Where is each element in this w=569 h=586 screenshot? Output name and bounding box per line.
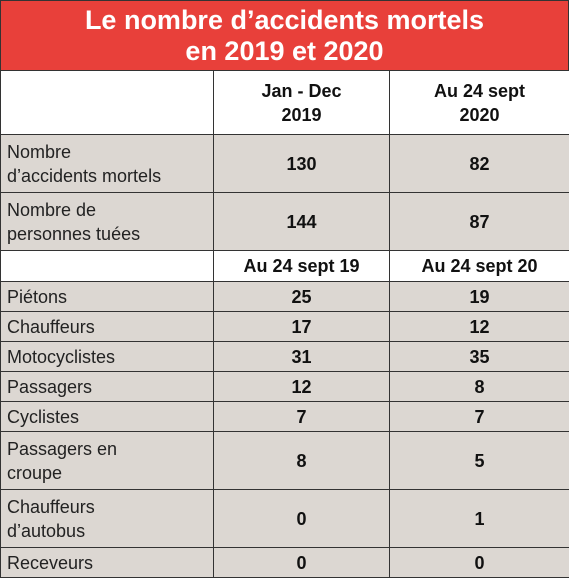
data-row: Piétons 25 19 [0, 281, 569, 312]
value-cell: 0 [213, 489, 390, 548]
row-label: Chauffeurs [0, 311, 214, 342]
data-row: Cyclistes 7 7 [0, 401, 569, 432]
data-row: Passagers en croupe 8 5 [0, 431, 569, 490]
text-line: Le nombre d’accidents mortels [84, 5, 485, 35]
value-cell: 7 [389, 401, 569, 432]
text-line: Au 24 sept [433, 80, 526, 101]
row-label: Passagers en croupe [0, 431, 214, 490]
text-line: Passagers [7, 376, 93, 397]
value-cell: 0 [389, 547, 569, 578]
table: Jan - Dec 2019 Au 24 sept 2020 Nombre d’accid… [0, 70, 569, 578]
header-cell: Jan - Dec 2019 [213, 70, 390, 135]
header-row: Au 24 sept 19 Au 24 sept 20 [0, 250, 569, 282]
row-label: Nombre d’accidents mortels [0, 134, 214, 193]
header-row: Jan - Dec 2019 Au 24 sept 2020 [0, 70, 569, 135]
text-line: personnes tuées [7, 223, 141, 244]
value-cell: 31 [213, 341, 390, 372]
data-row: Nombre de personnes tuées 144 87 [0, 192, 569, 251]
row-label: Cyclistes [0, 401, 214, 432]
empty-cell [0, 250, 214, 282]
text-line: Nombre [7, 141, 72, 162]
text-line: Nombre de [7, 199, 97, 220]
text-line: Piétons [7, 286, 68, 307]
value-cell: 5 [389, 431, 569, 490]
value-cell: 130 [213, 134, 390, 193]
header-cell: Au 24 sept 20 [389, 250, 569, 282]
text-line: 2019 [281, 104, 322, 125]
value-cell: 87 [389, 192, 569, 251]
value-cell: 12 [213, 371, 390, 402]
value-cell: 17 [213, 311, 390, 342]
text-line: d’accidents mortels [7, 165, 162, 186]
text-line: croupe [7, 462, 63, 483]
data-row: Passagers 12 8 [0, 371, 569, 402]
text-line: Motocyclistes [7, 346, 116, 367]
value-cell: 12 [389, 311, 569, 342]
data-row: Motocyclistes 31 35 [0, 341, 569, 372]
value-cell: 144 [213, 192, 390, 251]
value-cell: 1 [389, 489, 569, 548]
value-cell: 35 [389, 341, 569, 372]
row-label: Chauffeurs d’autobus [0, 489, 214, 548]
data-row: Chauffeurs 17 12 [0, 311, 569, 342]
data-row: Receveurs 0 0 [0, 547, 569, 578]
text-line: Chauffeurs [7, 316, 95, 337]
value-cell: 25 [213, 281, 390, 312]
value-cell: 82 [389, 134, 569, 193]
text-line: en 2019 et 2020 [185, 36, 384, 66]
data-row: Chauffeurs d’autobus 0 1 [0, 489, 569, 548]
title-banner: Le nombre d’accidents mortels en 2019 et … [0, 0, 569, 70]
row-label: Piétons [0, 281, 214, 312]
value-cell: 8 [213, 431, 390, 490]
text-line: 2020 [459, 104, 500, 125]
value-cell: 8 [389, 371, 569, 402]
text-line: Passagers en [7, 438, 118, 459]
header-cell: Au 24 sept 19 [213, 250, 390, 282]
row-label: Nombre de personnes tuées [0, 192, 214, 251]
data-row: Nombre d’accidents mortels 130 82 [0, 134, 569, 193]
text-line: d’autobus [7, 520, 86, 541]
text-line: Jan - Dec [261, 80, 342, 101]
value-cell: 7 [213, 401, 390, 432]
empty-cell [0, 70, 214, 135]
value-cell: 19 [389, 281, 569, 312]
text-line: Cyclistes [7, 406, 80, 427]
header-cell: Au 24 sept 2020 [389, 70, 569, 135]
text-line: Receveurs [7, 552, 94, 573]
text-line: Chauffeurs [7, 496, 95, 517]
value-cell: 0 [213, 547, 390, 578]
row-label: Receveurs [0, 547, 214, 578]
row-label: Motocyclistes [0, 341, 214, 372]
row-label: Passagers [0, 371, 214, 402]
